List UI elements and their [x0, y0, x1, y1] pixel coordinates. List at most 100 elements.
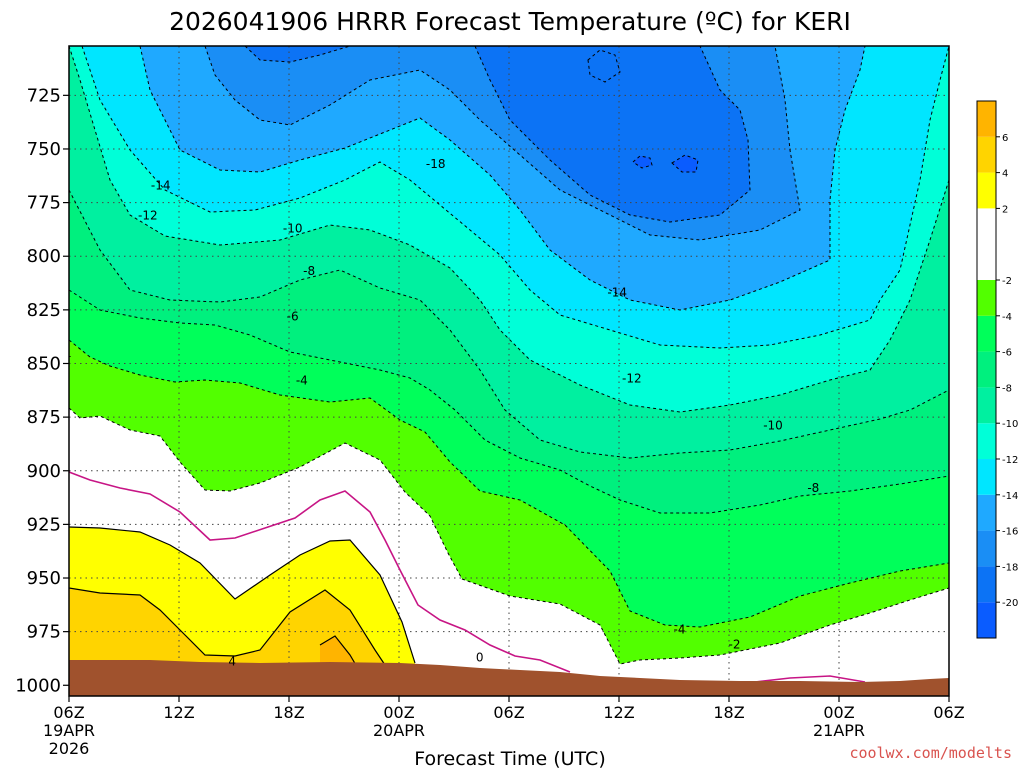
isotherm-minus-4: [69, 339, 949, 628]
y-tick-label-900: 900: [27, 461, 61, 482]
x-tick-label-1: 12Z: [163, 703, 194, 722]
contour-label-15: 0: [476, 650, 484, 664]
x-tick-date-3: 20APR: [373, 721, 425, 740]
contour-label-4: -6: [287, 309, 299, 323]
colorbar-label-7: -10: [1002, 419, 1018, 430]
isotherm-minus-16: [204, 46, 801, 241]
contour-label-16: 4: [228, 655, 236, 669]
x-tick-label-4: 06Z: [493, 703, 524, 722]
contour-label-13: -4: [674, 622, 686, 636]
colorbar-label-2: 2: [1002, 204, 1008, 215]
colorbar-label-6: -8: [1002, 383, 1012, 394]
colorbar-bin-13: [977, 101, 996, 137]
contour-label-box-7: [36, 393, 55, 406]
x-tick-year-0: 2026: [49, 739, 90, 758]
credit-text: coolwx.com/modelts: [849, 744, 1012, 762]
colorbar-bin-4: [977, 459, 996, 495]
band-minus-20-to-minus-18-top-cell: [588, 50, 620, 82]
isotherm-minus-10: [69, 46, 949, 413]
colorbar-bin-12: [977, 136, 996, 173]
x-tick-label-3: 00Z: [383, 703, 414, 722]
y-tick-label-950: 950: [27, 568, 61, 589]
contour-label-2: -10: [283, 221, 303, 235]
y-tick-label-925: 925: [27, 514, 61, 535]
contour-labels: -14 -12 -10 -8 -6 -4 -4 -2 -18 -14 -12 -10 -8 -4 -2 0 4: [36, 157, 819, 669]
colorbar-bin-0: [977, 602, 996, 638]
contour-label-9: -14: [607, 286, 627, 300]
isotherm-minus-8: [69, 189, 949, 459]
x-tick-label-2: 18Z: [273, 703, 304, 722]
y-tick-label-725: 725: [27, 85, 61, 106]
y-axis: 725 750 775 800 825 850 875 900 925 950 975 1000: [15, 85, 69, 696]
colorbar-label-12: -20: [1002, 598, 1018, 609]
isotherm-plus-4: [69, 587, 386, 666]
colorbar-bin-8: [977, 315, 996, 352]
isotherm-minus-14: [139, 46, 866, 311]
colorbar-bin-11: [977, 172, 996, 209]
contour-label-10: -12: [622, 372, 642, 386]
contour-label-11: -10: [763, 419, 783, 433]
isotherms-negative: [69, 46, 949, 665]
band-minus-20-to-minus-18-east: [475, 46, 750, 222]
isotherm-zero: [69, 471, 571, 673]
x-tick-label-0: 06Z: [53, 703, 84, 722]
contour-label-14: -2: [729, 638, 741, 652]
x-tick-label-7: 00Z: [823, 703, 854, 722]
colorbar-label-3: -2: [1002, 276, 1012, 287]
isotherm-plus-2: [69, 526, 416, 664]
colorbar-bin-3: [977, 494, 996, 531]
colorbar-bin-5: [977, 423, 996, 459]
isotherm-minus-18-east: [474, 46, 751, 223]
x-tick-label-6: 18Z: [713, 703, 744, 722]
isotherm-minus-20-cell-b: [671, 154, 699, 173]
contour-label-6: -4: [59, 348, 71, 362]
contour-label-1: -12: [138, 208, 158, 222]
colorbar-bin-9: [977, 280, 996, 316]
colorbar-label-10: -16: [1002, 527, 1018, 538]
isotherm-minus-12: [81, 46, 949, 349]
y-tick-label-775: 775: [27, 193, 61, 214]
plot-area: -14 -12 -10 -8 -6 -4 -4 -2 -18 -14 -12 -10 -8 -4 -2 0 4: [36, 46, 949, 696]
x-tick-date-0: 19APR: [43, 721, 95, 740]
colorbar-bin-2: [977, 530, 996, 567]
colorbar: 6 4 2 -2 -4 -6 -8 -10 -12 -14 -16 -18 -20: [976, 100, 1018, 639]
y-tick-label-875: 875: [27, 407, 61, 428]
isotherm-minus-18-cell: [587, 49, 621, 83]
x-tick-label-8: 06Z: [933, 703, 964, 722]
contour-label-0: -14: [151, 178, 171, 192]
ground-terrain: [69, 660, 949, 696]
colorbar-label-11: -18: [1002, 562, 1018, 573]
isotherm-minus-18-west: [244, 46, 351, 63]
x-tick-date-7: 21APR: [813, 721, 865, 740]
contour-label-3: -8: [303, 264, 315, 278]
colorbar-frame: [976, 100, 997, 639]
colorbar-label-1: 4: [1002, 169, 1008, 180]
band-minus-20-to-minus-18: [245, 46, 350, 62]
colorbar-bin-7: [977, 351, 996, 388]
colorbar-label-0: 6: [1002, 133, 1008, 144]
contour-label-5: -4: [296, 374, 308, 388]
y-tick-label-850: 850: [27, 353, 61, 374]
colorbar-label-8: -12: [1002, 455, 1018, 466]
colorbar-label-5: -6: [1002, 348, 1012, 359]
y-tick-label-825: 825: [27, 300, 61, 321]
colorbar-bin-10: [977, 208, 996, 280]
x-axis-title: Forecast Time (UTC): [414, 748, 605, 768]
isotherm-minus-2: [69, 407, 949, 665]
colorbar-label-9: -14: [1002, 491, 1018, 502]
y-tick-label-800: 800: [27, 246, 61, 267]
y-tick-label-750: 750: [27, 139, 61, 160]
isotherm-minus-20-cell-a: [632, 155, 653, 169]
chart-title: 2026041906 HRRR Forecast Temperature (ºC…: [169, 7, 851, 36]
y-tick-label-1000: 1000: [15, 675, 61, 696]
isotherm-minus-6: [69, 289, 949, 514]
contour-label-8: -18: [426, 157, 446, 171]
contour-label-12: -8: [807, 481, 819, 495]
x-tick-label-5: 12Z: [603, 703, 634, 722]
contour-label-7: -2: [39, 393, 51, 407]
colorbar-bin-1: [977, 566, 996, 603]
colorbar-label-4: -4: [1002, 312, 1012, 323]
